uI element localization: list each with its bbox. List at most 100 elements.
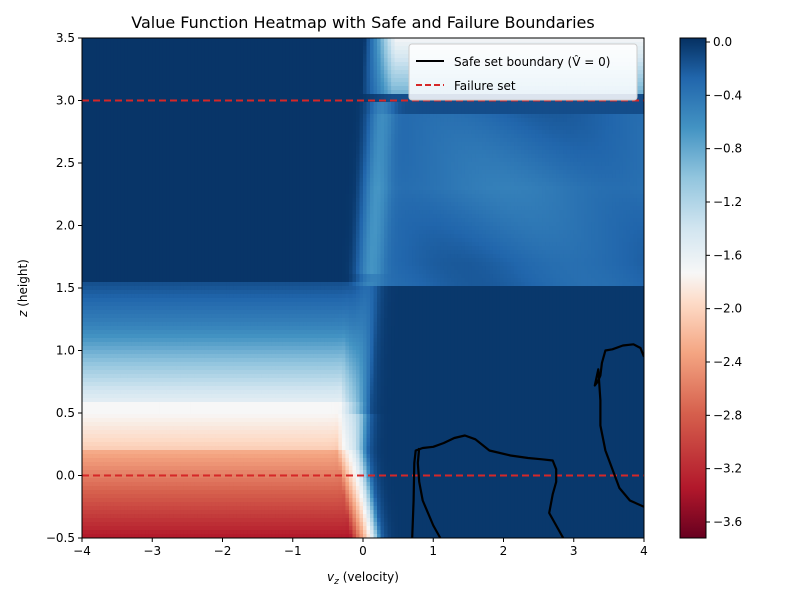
heatmap-cell <box>341 42 347 47</box>
heatmap-cell <box>226 138 231 143</box>
heatmap-cell <box>373 122 378 127</box>
heatmap-cell <box>408 38 413 43</box>
heatmap-cell <box>327 54 332 59</box>
heatmap-cell <box>282 154 287 159</box>
heatmap-cell <box>240 138 245 143</box>
heatmap-cell <box>570 38 575 43</box>
heatmap-cell <box>320 54 325 59</box>
heatmap-cell <box>145 94 150 99</box>
heatmap-cell <box>401 154 406 159</box>
heatmap-cell <box>201 78 206 83</box>
heatmap-cell <box>317 90 322 95</box>
heatmap-cell <box>261 42 266 47</box>
heatmap-cell <box>626 126 631 131</box>
heatmap-cell <box>222 50 227 55</box>
heatmap-cell <box>640 146 644 151</box>
heatmap-cell <box>619 106 624 111</box>
heatmap-cell <box>348 114 354 119</box>
heatmap-cell <box>211 126 217 131</box>
heatmap-cell <box>496 146 501 151</box>
heatmap-cell <box>117 42 122 47</box>
heatmap-cell <box>366 142 371 147</box>
heatmap-cell <box>99 42 104 47</box>
heatmap-cell <box>229 70 234 75</box>
heatmap-cell <box>391 146 396 151</box>
heatmap-cell <box>415 38 420 43</box>
heatmap-cell <box>373 90 378 95</box>
heatmap-cell <box>348 138 354 143</box>
heatmap-cell <box>405 42 410 47</box>
heatmap-cell <box>436 142 441 147</box>
heatmap-cell <box>633 154 638 159</box>
heatmap-cell <box>85 78 90 83</box>
heatmap-cell <box>391 54 396 59</box>
heatmap-cell <box>440 146 445 151</box>
heatmap-cell <box>341 134 347 139</box>
heatmap-cell <box>194 118 199 123</box>
heatmap-cell <box>464 130 469 135</box>
heatmap-cell <box>148 150 153 155</box>
heatmap-cell <box>566 102 571 107</box>
heatmap-cell <box>327 126 332 131</box>
heatmap-cell <box>233 66 238 71</box>
heatmap-cell <box>317 114 322 119</box>
heatmap-cell <box>166 118 171 123</box>
heatmap-cell <box>384 70 389 75</box>
heatmap-cell <box>549 122 554 127</box>
heatmap-cell <box>366 110 371 115</box>
heatmap-cell <box>148 58 153 63</box>
heatmap-cell <box>503 146 508 151</box>
heatmap-cell <box>478 114 484 119</box>
heatmap-cell <box>401 102 406 107</box>
heatmap-cell <box>187 130 192 135</box>
heatmap-cell <box>120 150 125 155</box>
heatmap-cell <box>226 58 231 63</box>
heatmap-cell <box>289 158 294 163</box>
heatmap-cell <box>563 106 568 111</box>
heatmap-cell <box>145 106 150 111</box>
heatmap-cell <box>141 154 146 159</box>
heatmap-cell <box>370 154 375 159</box>
heatmap-cell <box>605 126 610 131</box>
heatmap-cell <box>92 106 97 111</box>
heatmap-cell <box>236 62 241 67</box>
heatmap-cell <box>110 150 115 155</box>
heatmap-cell <box>218 110 224 115</box>
heatmap-cell <box>92 114 97 119</box>
heatmap-cell <box>194 158 199 163</box>
heatmap-cell <box>208 158 213 163</box>
heatmap-cell <box>222 110 227 115</box>
heatmap-cell <box>471 126 476 131</box>
heatmap-cell <box>299 98 304 103</box>
heatmap-cell <box>204 58 210 63</box>
heatmap-cell <box>254 82 259 87</box>
heatmap-cell <box>236 54 241 59</box>
heatmap-cell <box>373 110 378 115</box>
heatmap-cell <box>296 118 301 123</box>
heatmap-cell <box>345 150 350 155</box>
heatmap-cell <box>384 126 389 131</box>
heatmap-cell <box>496 138 501 143</box>
heatmap-cell <box>162 154 167 159</box>
heatmap-cell <box>640 142 644 147</box>
heatmap-cell <box>190 58 195 63</box>
heatmap-cell <box>475 130 480 135</box>
heatmap-cell <box>152 106 157 111</box>
heatmap-cell <box>208 90 213 95</box>
heatmap-cell <box>201 138 206 143</box>
heatmap-cell <box>180 158 185 163</box>
heatmap-cell <box>549 138 554 143</box>
heatmap-cell <box>204 150 210 155</box>
heatmap-cell <box>478 154 484 159</box>
heatmap-cell <box>521 110 526 115</box>
heatmap-cell <box>247 90 252 95</box>
heatmap-cell <box>521 114 526 119</box>
heatmap-cell <box>398 78 403 83</box>
heatmap-cell <box>394 90 399 95</box>
heatmap-cell <box>110 38 115 43</box>
heatmap-cell <box>373 62 378 67</box>
heatmap-cell <box>366 82 371 87</box>
heatmap-cell <box>190 54 195 59</box>
heatmap-cell <box>282 102 287 107</box>
heatmap-cell <box>145 42 150 47</box>
